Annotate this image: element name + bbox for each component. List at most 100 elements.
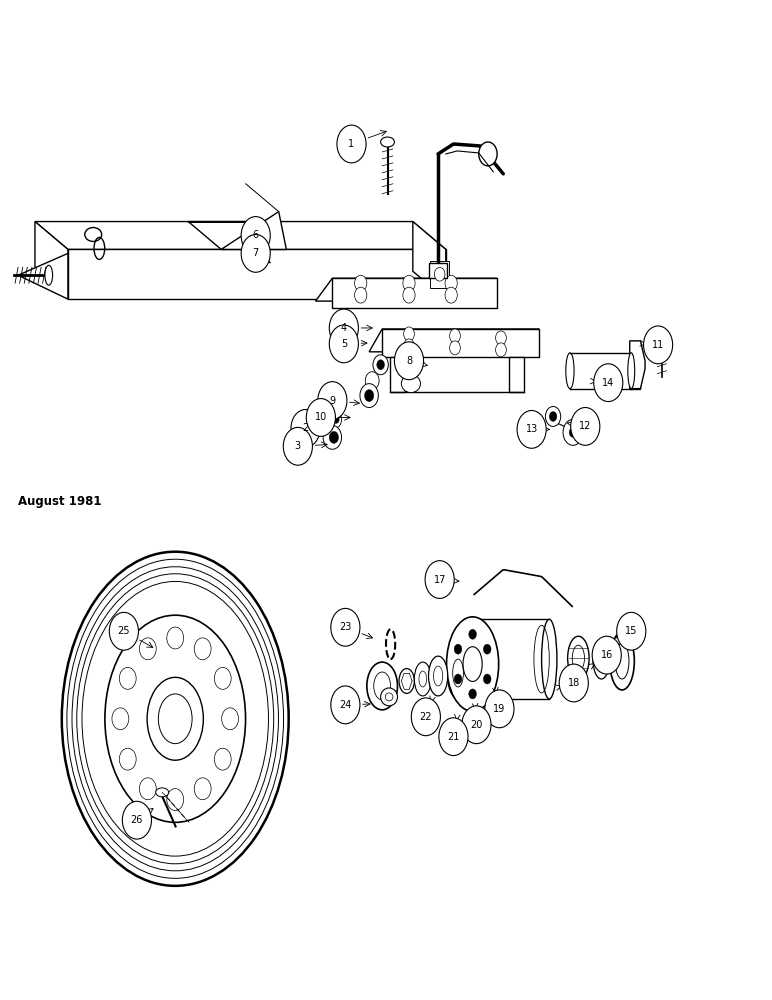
Ellipse shape (367, 662, 398, 710)
Ellipse shape (566, 353, 574, 389)
Ellipse shape (542, 619, 557, 699)
Circle shape (323, 425, 341, 449)
Ellipse shape (381, 137, 394, 147)
Circle shape (167, 789, 184, 811)
Circle shape (241, 217, 270, 254)
Circle shape (112, 708, 129, 730)
Circle shape (365, 372, 379, 390)
Ellipse shape (415, 662, 432, 696)
Text: 20: 20 (470, 720, 482, 730)
Text: 19: 19 (493, 704, 506, 714)
Circle shape (215, 667, 231, 689)
Circle shape (449, 341, 460, 355)
Circle shape (454, 644, 462, 654)
Polygon shape (68, 249, 445, 299)
Ellipse shape (655, 334, 668, 343)
Circle shape (328, 410, 341, 428)
Circle shape (403, 287, 415, 303)
Text: August 1981: August 1981 (18, 495, 102, 508)
Circle shape (411, 698, 440, 736)
Text: 9: 9 (330, 396, 335, 406)
Circle shape (167, 627, 184, 649)
Polygon shape (369, 329, 540, 352)
Text: 15: 15 (625, 626, 638, 636)
Text: 17: 17 (433, 575, 446, 585)
Circle shape (330, 431, 338, 443)
Circle shape (377, 360, 384, 370)
Circle shape (291, 410, 320, 447)
Circle shape (195, 638, 211, 660)
Polygon shape (316, 278, 497, 301)
Ellipse shape (399, 669, 415, 693)
Ellipse shape (447, 647, 469, 699)
Text: 5: 5 (340, 339, 347, 349)
Ellipse shape (156, 788, 169, 797)
Text: 10: 10 (315, 412, 327, 422)
Circle shape (449, 329, 460, 343)
Polygon shape (630, 341, 645, 389)
Circle shape (571, 408, 600, 445)
Circle shape (373, 355, 388, 375)
Circle shape (404, 339, 415, 353)
Text: 21: 21 (447, 732, 459, 742)
Text: 6: 6 (252, 230, 259, 240)
Circle shape (241, 234, 270, 272)
Circle shape (331, 686, 360, 724)
Circle shape (425, 561, 454, 598)
Circle shape (364, 390, 374, 402)
Circle shape (330, 325, 358, 363)
Circle shape (394, 342, 424, 380)
Text: 26: 26 (130, 815, 143, 825)
Circle shape (483, 644, 491, 654)
Ellipse shape (401, 375, 421, 393)
Circle shape (569, 427, 577, 437)
Circle shape (330, 309, 358, 347)
Text: 18: 18 (567, 678, 580, 688)
Circle shape (549, 411, 557, 421)
Ellipse shape (610, 632, 635, 690)
Text: 11: 11 (652, 340, 664, 350)
Polygon shape (333, 278, 497, 308)
Circle shape (120, 667, 136, 689)
Circle shape (445, 275, 457, 291)
Circle shape (403, 275, 415, 291)
Polygon shape (188, 222, 286, 249)
Circle shape (469, 629, 476, 639)
Circle shape (469, 689, 476, 699)
Text: 25: 25 (117, 626, 130, 636)
Circle shape (215, 748, 231, 770)
Circle shape (404, 327, 415, 341)
Ellipse shape (593, 639, 610, 679)
Circle shape (546, 407, 560, 426)
Polygon shape (509, 357, 524, 392)
Circle shape (485, 690, 514, 728)
Circle shape (462, 706, 491, 744)
Polygon shape (35, 222, 445, 249)
Circle shape (644, 326, 672, 364)
Circle shape (496, 343, 506, 357)
Circle shape (331, 608, 360, 646)
Circle shape (337, 125, 366, 163)
Text: 24: 24 (339, 700, 351, 710)
Circle shape (592, 636, 621, 674)
Text: 1: 1 (348, 139, 354, 149)
Polygon shape (390, 357, 405, 392)
Circle shape (479, 142, 497, 166)
Polygon shape (429, 263, 447, 278)
Circle shape (354, 287, 367, 303)
Circle shape (594, 364, 623, 402)
Ellipse shape (381, 688, 398, 706)
Circle shape (439, 718, 468, 756)
Ellipse shape (428, 656, 448, 696)
Polygon shape (222, 212, 286, 249)
Ellipse shape (446, 617, 499, 711)
Circle shape (559, 664, 588, 702)
Text: 23: 23 (339, 622, 351, 632)
Circle shape (110, 612, 138, 650)
Circle shape (496, 331, 506, 345)
Polygon shape (382, 329, 540, 357)
Circle shape (435, 267, 445, 281)
Polygon shape (413, 222, 445, 299)
Circle shape (122, 801, 151, 839)
Polygon shape (35, 222, 68, 299)
